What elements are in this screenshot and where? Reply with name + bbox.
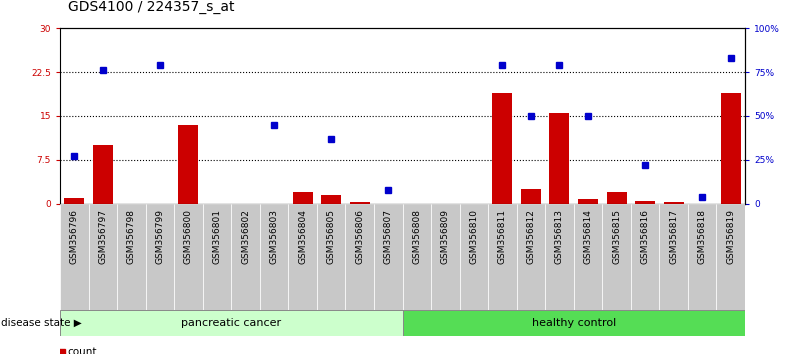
FancyBboxPatch shape (545, 204, 574, 310)
FancyBboxPatch shape (345, 204, 374, 310)
Bar (93, 145, 113, 204)
Text: GSM356811: GSM356811 (498, 209, 507, 264)
Bar (721, 93, 741, 204)
Text: GSM356808: GSM356808 (413, 209, 421, 264)
FancyBboxPatch shape (288, 204, 317, 310)
Text: GSM356802: GSM356802 (241, 209, 250, 264)
Text: GDS4100 / 224357_s_at: GDS4100 / 224357_s_at (68, 0, 235, 14)
Text: GSM356816: GSM356816 (641, 209, 650, 264)
FancyBboxPatch shape (460, 204, 488, 310)
Text: GSM356803: GSM356803 (270, 209, 279, 264)
FancyBboxPatch shape (402, 204, 431, 310)
Text: GSM356807: GSM356807 (384, 209, 392, 264)
Bar (64, 198, 84, 204)
Text: GSM356812: GSM356812 (526, 209, 535, 264)
Text: pancreatic cancer: pancreatic cancer (181, 318, 281, 328)
FancyBboxPatch shape (688, 204, 716, 310)
Bar (521, 189, 541, 204)
Bar (606, 192, 626, 204)
FancyBboxPatch shape (317, 204, 345, 310)
FancyBboxPatch shape (60, 204, 89, 310)
Text: GSM356818: GSM356818 (698, 209, 706, 264)
Text: GSM356815: GSM356815 (612, 209, 621, 264)
FancyBboxPatch shape (174, 204, 203, 310)
FancyBboxPatch shape (631, 204, 659, 310)
Text: GSM356801: GSM356801 (212, 209, 222, 264)
FancyBboxPatch shape (602, 204, 630, 310)
FancyBboxPatch shape (402, 310, 745, 336)
FancyBboxPatch shape (431, 204, 460, 310)
Bar (321, 195, 341, 204)
Bar (635, 201, 655, 204)
Bar (578, 199, 598, 204)
FancyBboxPatch shape (716, 204, 745, 310)
FancyBboxPatch shape (374, 204, 402, 310)
FancyBboxPatch shape (146, 204, 174, 310)
Text: GSM356796: GSM356796 (70, 209, 78, 264)
FancyBboxPatch shape (89, 204, 117, 310)
FancyBboxPatch shape (231, 204, 260, 310)
Bar (549, 113, 570, 204)
Text: GSM356809: GSM356809 (441, 209, 450, 264)
FancyBboxPatch shape (203, 204, 231, 310)
FancyBboxPatch shape (260, 204, 288, 310)
Text: GSM356814: GSM356814 (583, 209, 593, 264)
Text: count: count (67, 347, 97, 354)
Text: GSM356806: GSM356806 (355, 209, 364, 264)
Text: healthy control: healthy control (532, 318, 616, 328)
FancyBboxPatch shape (574, 204, 602, 310)
FancyBboxPatch shape (60, 310, 402, 336)
FancyBboxPatch shape (659, 204, 688, 310)
Text: GSM356805: GSM356805 (327, 209, 336, 264)
Bar (350, 202, 370, 204)
Text: GSM356800: GSM356800 (184, 209, 193, 264)
Text: GSM356798: GSM356798 (127, 209, 136, 264)
Text: GSM356797: GSM356797 (99, 209, 107, 264)
FancyBboxPatch shape (488, 204, 517, 310)
Text: GSM356819: GSM356819 (727, 209, 735, 264)
Text: GSM356810: GSM356810 (469, 209, 478, 264)
Text: GSM356799: GSM356799 (155, 209, 164, 264)
Bar (292, 192, 312, 204)
Bar (493, 93, 513, 204)
Text: GSM356813: GSM356813 (555, 209, 564, 264)
Text: GSM356804: GSM356804 (298, 209, 307, 264)
FancyBboxPatch shape (517, 204, 545, 310)
Bar (663, 202, 683, 204)
FancyBboxPatch shape (117, 204, 146, 310)
Text: GSM356817: GSM356817 (669, 209, 678, 264)
Bar (179, 125, 199, 204)
Text: disease state ▶: disease state ▶ (1, 318, 82, 328)
